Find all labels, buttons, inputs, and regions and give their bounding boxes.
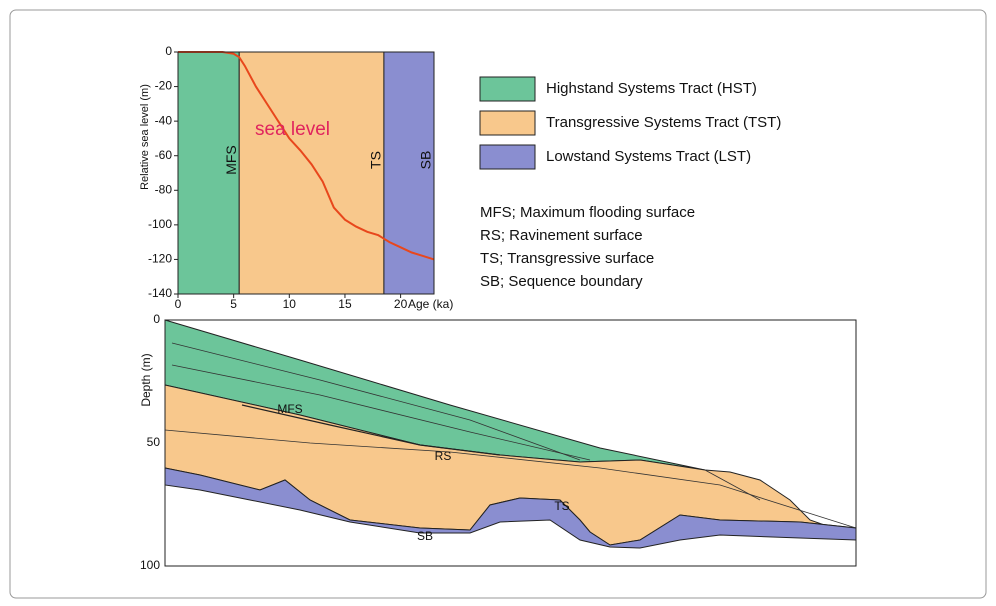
surface-label: TS: [554, 499, 569, 513]
surface-label: SB: [417, 529, 433, 543]
surface-label: MFS: [277, 402, 302, 416]
x-axis-label: Age (ka): [408, 297, 453, 311]
band: [177, 51, 240, 295]
y-tick-label: -60: [155, 148, 173, 162]
legend-swatch: [479, 76, 536, 102]
surface-label: MFS: [223, 145, 239, 175]
internal-line: [704, 469, 761, 501]
y-tick-label: -40: [155, 113, 173, 127]
depth-tick-label: 100: [140, 558, 160, 572]
plot-frame: [177, 51, 435, 295]
sea-level-line: [178, 51, 435, 261]
surface-label: TS: [368, 151, 384, 169]
note: RS; Ravinement surface: [480, 227, 643, 244]
legend-swatch: [479, 144, 536, 170]
legend-label: Transgressive Systems Tract (TST): [546, 114, 781, 131]
legend-label: Highstand Systems Tract (HST): [546, 80, 757, 97]
hst-layer-line: [171, 364, 591, 461]
cross-section: [164, 319, 857, 567]
y-tick-label: 0: [165, 44, 172, 58]
annotation: sea level: [255, 119, 330, 140]
y-tick-label: -80: [155, 182, 173, 196]
note: MFS; Maximum flooding surface: [480, 204, 695, 221]
y-tick-label: -100: [148, 217, 172, 231]
surface-label: RS: [435, 449, 452, 463]
hst-layer-line: [171, 342, 581, 461]
surface-label: SB: [418, 151, 434, 170]
note: TS; Transgressive surface: [480, 250, 654, 267]
x-tick-label: 10: [283, 297, 297, 311]
depth-axis-label: Depth (m): [139, 353, 153, 406]
band: [238, 51, 385, 295]
section-frame: [164, 319, 857, 567]
internal-line: [164, 429, 857, 529]
depth-tick-label: 50: [147, 435, 161, 449]
y-axis-label: Relative sea level (m): [139, 84, 151, 190]
legend-label: Lowstand Systems Tract (LST): [546, 148, 751, 165]
lst-body: [164, 467, 857, 549]
depth-tick-label: 0: [153, 312, 160, 326]
y-tick-label: -140: [148, 286, 172, 300]
y-tick-label: -120: [148, 252, 172, 266]
y-tick-label: -20: [155, 79, 173, 93]
legend-swatch: [479, 110, 536, 136]
x-tick-label: 0: [175, 297, 182, 311]
x-tick-label: 20: [394, 297, 408, 311]
note: SB; Sequence boundary: [480, 273, 643, 290]
mfs-line: [241, 404, 501, 456]
x-tick-label: 5: [230, 297, 237, 311]
x-tick-label: 15: [338, 297, 352, 311]
